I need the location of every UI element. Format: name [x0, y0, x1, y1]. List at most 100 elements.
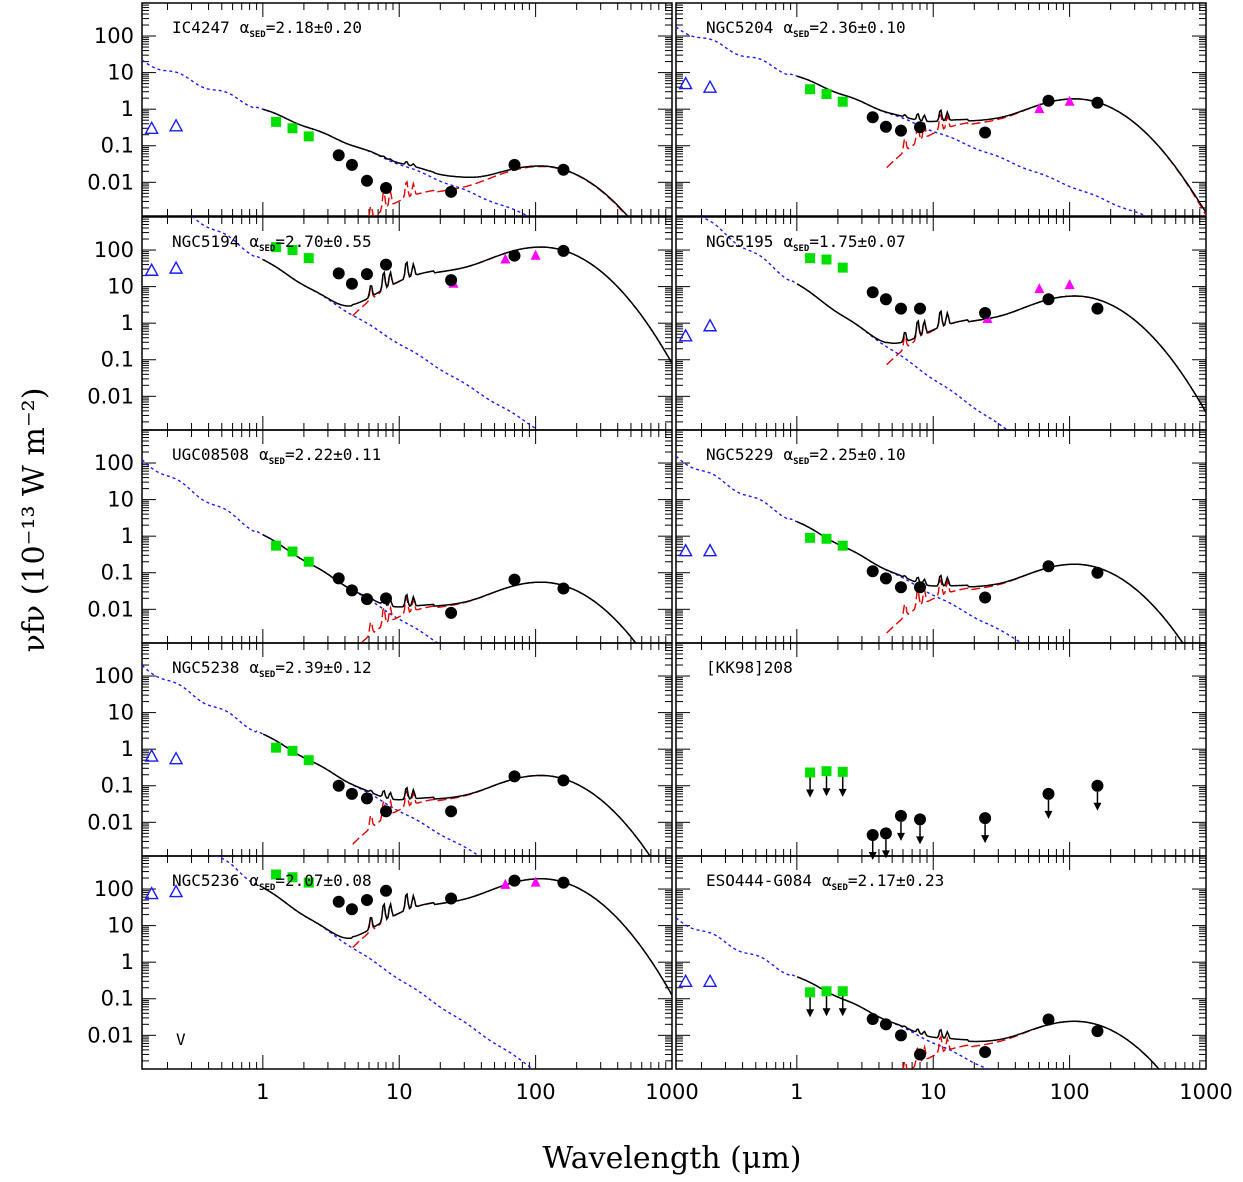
y-tick-label: 0.1: [101, 774, 134, 798]
upper-limit-arrowhead: [839, 1008, 847, 1016]
upper-limit-arrowhead: [916, 836, 924, 844]
alpha-symbol: α: [783, 445, 793, 464]
alpha-value: =2.17±0.23: [848, 871, 944, 890]
alpha-subscript: SED: [259, 883, 276, 893]
ir-point: [867, 286, 879, 298]
uv-point: [704, 81, 716, 92]
near-ir-point: [838, 767, 848, 777]
ir-point: [914, 121, 926, 133]
galaxy-name: NGC5194: [172, 232, 239, 251]
alpha-subscript: SED: [269, 457, 286, 467]
alpha-symbol: α: [822, 871, 832, 890]
ir-point: [914, 303, 926, 315]
near-ir-point: [822, 986, 832, 996]
y-tick-label: 100: [94, 451, 134, 475]
ir-point: [914, 1048, 926, 1060]
ir-point: [979, 1046, 991, 1058]
alpha-symbol: α: [249, 658, 259, 677]
ir-point: [380, 805, 392, 817]
ir-point: [445, 805, 457, 817]
ir-point: [380, 592, 392, 604]
model-curves: [676, 456, 1206, 741]
total-model-curve: [263, 879, 672, 995]
stellar-model-curve: [676, 918, 1206, 1175]
galaxy-name: IC4247: [172, 18, 230, 37]
alpha-subscript: SED: [259, 670, 276, 680]
iras-point: [1034, 103, 1044, 113]
near-ir-point: [805, 987, 815, 997]
ir-point: [880, 121, 892, 133]
x-tick-label: 1: [256, 1080, 269, 1104]
ir-point: [880, 827, 892, 839]
y-tick-label: 100: [94, 664, 134, 688]
near-ir-point: [838, 541, 848, 551]
x-tick-label: 1000: [1179, 1080, 1232, 1104]
dust-model-curve: [353, 776, 672, 892]
upper-limit-arrowhead: [882, 850, 890, 858]
ir-point: [1091, 97, 1103, 109]
y-tick-label: 10: [107, 275, 134, 299]
y-tick-label: 10: [107, 61, 134, 85]
ir-point: [361, 894, 373, 906]
y-axis-title: νfν (10⁻¹³ W m⁻²): [17, 388, 52, 653]
stellar-model-curve: [676, 27, 1206, 241]
alpha-value: =2.07±0.08: [275, 871, 371, 890]
near-ir-point: [304, 557, 314, 567]
y-tick-label: 0.1: [101, 134, 134, 158]
near-ir-point: [271, 743, 281, 753]
near-ir-point: [805, 253, 815, 263]
panel: 1001010.10.01NGC5238 αSED=2.39±0.12: [87, 643, 672, 965]
y-tick-label: 1: [121, 311, 134, 335]
ir-point: [880, 1018, 892, 1030]
y-tick-label: 10: [107, 701, 134, 725]
ir-point: [557, 774, 569, 786]
ir-point: [333, 572, 345, 584]
ir-point: [895, 303, 907, 315]
near-ir-point: [838, 263, 848, 273]
alpha-subscript: SED: [259, 244, 276, 254]
ir-point: [508, 159, 520, 171]
ir-point: [867, 111, 879, 123]
ir-point: [445, 186, 457, 198]
alpha-value: =2.39±0.12: [275, 658, 371, 677]
ir-point: [508, 250, 520, 262]
ir-point: [361, 175, 373, 187]
alpha-symbol: α: [783, 18, 793, 37]
near-ir-point: [822, 89, 832, 99]
y-tick-label: 10: [107, 488, 134, 512]
upper-limit-arrowhead: [1093, 803, 1101, 811]
ir-point: [361, 268, 373, 280]
alpha-symbol: α: [249, 871, 259, 890]
total-model-curve: [797, 522, 1206, 681]
near-ir-point: [288, 547, 298, 557]
iras-point: [531, 250, 541, 260]
alpha-value: =1.75±0.07: [809, 232, 905, 251]
ir-point: [979, 592, 991, 604]
panel: 1001010.10.011 10 100 1000NGC5236 αSED=2.07±…: [87, 806, 698, 1162]
ir-point: [895, 581, 907, 593]
iras-point: [1034, 283, 1044, 293]
x-tick-label: 10: [386, 1080, 413, 1104]
model-curves: [142, 460, 672, 756]
ir-point: [557, 877, 569, 889]
panel-galaxy-label: ESO444-G084 αSED=2.17±0.23: [706, 871, 944, 893]
ir-point: [557, 164, 569, 176]
alpha-symbol: α: [259, 445, 269, 464]
ir-point: [1091, 567, 1103, 579]
y-tick-label: 1: [121, 950, 134, 974]
ir-point: [445, 607, 457, 619]
near-ir-point: [838, 986, 848, 996]
upper-limit-arrowhead: [806, 790, 814, 798]
alpha-subscript: SED: [249, 30, 266, 40]
ir-point: [557, 583, 569, 595]
galaxy-name: ESO444-G084: [706, 871, 812, 890]
alpha-symbol: α: [783, 232, 793, 251]
ir-point: [346, 584, 358, 596]
alpha-value: =2.36±0.10: [809, 18, 905, 37]
iras-point: [1065, 279, 1075, 289]
dust-model-curve: [887, 564, 1206, 681]
x-tick-label: 1000: [645, 1080, 698, 1104]
ir-point: [1042, 788, 1054, 800]
y-tick-label: 10: [107, 914, 134, 938]
near-ir-point: [805, 84, 815, 94]
